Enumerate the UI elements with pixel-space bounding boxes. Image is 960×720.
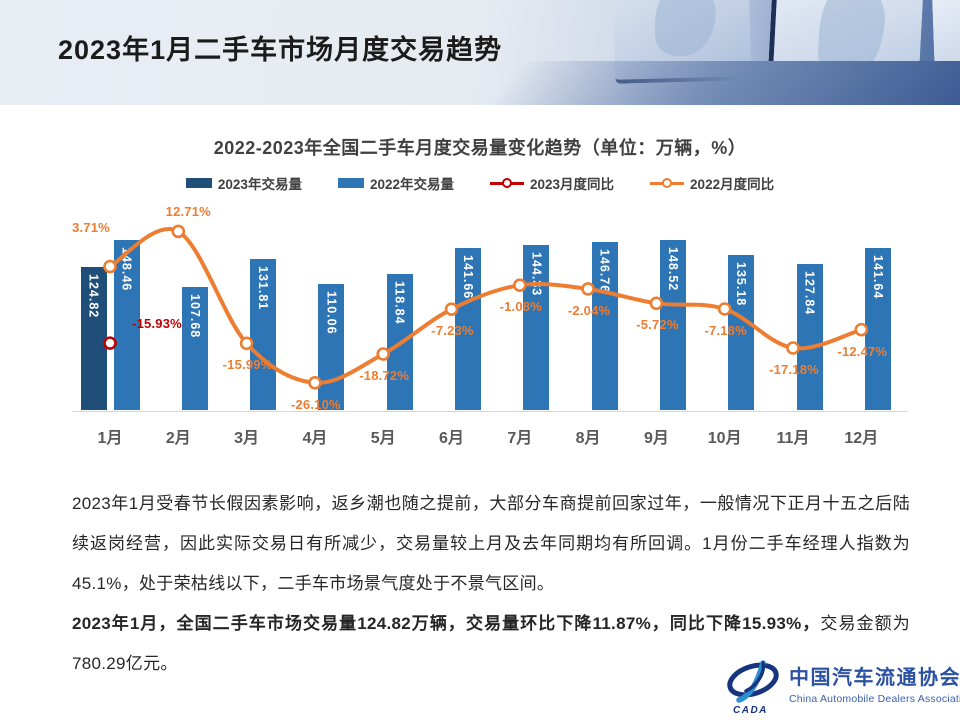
yoy-2022-label-m5: -18.72%: [359, 368, 410, 383]
bar-2022-m4-value: 110.06: [324, 291, 339, 335]
yoy-2022-label-m11: -17.18%: [769, 362, 819, 377]
analysis-paragraph-1: 2023年1月受春节长假因素影响，返乡潮也随之提前，大部分车商提前回家过年，一般…: [72, 484, 910, 604]
bar-2022-m12: 141.64: [864, 248, 891, 410]
x-tick-m10: 10月: [707, 430, 742, 447]
bar-2022-m2: 107.68: [181, 287, 208, 410]
cada-logo-mark: CADA: [727, 660, 779, 715]
cada-logo-text: 中国汽车流通协会 China Automobile Dealers Associ…: [789, 655, 960, 705]
page-title: 2023年1月二手车市场月度交易趋势: [58, 35, 503, 65]
yoy-2022-label-m2: 12.71%: [165, 204, 211, 220]
bar-2022-m7-value: 144.33: [529, 252, 544, 297]
x-tick-m1: 1月: [97, 430, 123, 447]
legend-item-2023-volume: 2023年交易量: [185, 173, 302, 193]
x-tick-m11: 11月: [776, 430, 810, 447]
cada-name-en: China Automobile Dealers Association: [789, 693, 960, 705]
yoy-2022-label-m6: -7.23%: [431, 323, 474, 339]
x-tick-m4: 4月: [302, 430, 328, 447]
legend-label: 2022月度同比: [690, 177, 775, 192]
analysis-paragraph-2: 2023年1月，全国二手车市场交易量124.82万辆，交易量环比下降11.87%…: [72, 604, 910, 684]
paragraph-2-run-1: 2023年1月，全国二手车市场交易量124.82万辆，交易量环比下降11.87%…: [72, 614, 821, 633]
cada-acronym-text: CADA: [733, 705, 768, 715]
x-tick-m8: 8月: [575, 430, 601, 447]
legend-label: 2023年交易量: [217, 177, 302, 192]
legend-swatch-2023-yoy: [490, 178, 524, 188]
legend-label: 2023月度同比: [530, 177, 615, 192]
yoy-2022-marker-m2: [171, 224, 186, 239]
yoy-2022-label-m12: -12.47%: [837, 343, 888, 359]
yoy-2022-label-m7: -1.08%: [499, 299, 542, 315]
bar-2022-m5: 118.84: [386, 274, 413, 410]
x-tick-m3: 3月: [234, 430, 260, 447]
bar-2022-m3-value: 131.81: [256, 266, 271, 311]
x-tick-m2: 2月: [165, 430, 191, 447]
x-tick-m9: 9月: [643, 430, 669, 447]
legend-item-2023-yoy: 2023月度同比: [490, 173, 614, 193]
x-tick-m5: 5月: [370, 430, 396, 447]
legend-marker-glyph: [662, 178, 673, 188]
legend-item-2022-volume: 2022年交易量: [337, 173, 454, 193]
legend-swatch-2023-volume: [185, 178, 212, 188]
bar-2022-m5-value: 118.84: [392, 281, 407, 325]
legend-swatch-2022-yoy: [650, 178, 685, 188]
yoy-2022-label-m1: 3.71%: [72, 219, 110, 235]
legend-marker-glyph: [502, 178, 512, 188]
bar-2022-m4: 110.06: [318, 284, 345, 410]
chart-title: 2022-2023年全国二手车月度交易量变化趋势（单位：万辆，%）: [213, 138, 747, 158]
bar-2022-m12-value: 141.64: [870, 255, 885, 300]
cada-logo: CADA 中国汽车流通协会 China Automobile Dealers A…: [724, 655, 960, 715]
x-axis-line: [72, 411, 908, 412]
yoy-2022-label-m3: -15.99%: [222, 357, 273, 373]
yoy-2022-label-m9: -5.72%: [636, 317, 679, 333]
paragraph-1-run-1: 2023年1月受春节长假因素影响，返乡潮也随之提前，大部分车商提前回家过年，一般…: [72, 494, 910, 593]
yoy-2022-label-m4: -26.10%: [290, 396, 341, 412]
bar-2022-m3: 131.81: [250, 259, 277, 410]
x-tick-m6: 6月: [439, 430, 464, 447]
bar-2022-m11: 127.84: [796, 264, 823, 410]
paragraph-2-run-2: 交易金额为780.29亿元。: [72, 614, 911, 673]
legend-label: 2022年交易量: [369, 177, 454, 192]
header-banner: 2023年1月二手车市场月度交易趋势: [0, 0, 960, 105]
bar-2022-m7: 144.33: [523, 245, 550, 410]
chart-legend: 2023年交易量 2022年交易量 2023月度同比 2022月度同比: [0, 173, 960, 193]
analysis-text: 2023年1月受春节长假因素影响，返乡潮也随之提前，大部分车商提前回家过年，一般…: [72, 484, 910, 684]
legend-swatch-2022-volume: [337, 178, 364, 188]
yoy-2022-label-m10: -7.18%: [704, 323, 747, 338]
legend-item-2022-yoy: 2022月度同比: [650, 173, 774, 193]
bar-2022-m2-value: 107.68: [187, 294, 202, 339]
bar-2023-m1-value: 124.82: [86, 274, 101, 319]
yoy-2022-label-m8: -2.04%: [567, 302, 611, 318]
bar-2023-m1: 124.82: [80, 267, 107, 410]
cada-name-zh: 中国汽车流通协会: [789, 667, 960, 689]
yoy-2023-label-m1: -15.93%: [132, 316, 182, 332]
bar-2022-m11-value: 127.84: [802, 271, 817, 316]
x-tick-m7: 7月: [507, 430, 533, 447]
x-tick-m12: 12月: [844, 430, 879, 447]
